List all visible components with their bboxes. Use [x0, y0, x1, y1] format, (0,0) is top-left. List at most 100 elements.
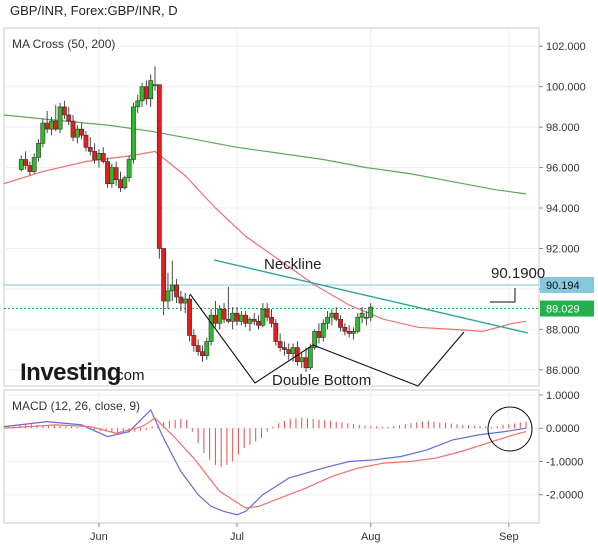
- candle-body-18: [96, 153, 102, 160]
- candle-body-54: [251, 318, 257, 322]
- candle-54: [251, 313, 257, 326]
- logo-main: Investing: [20, 359, 121, 386]
- candle-body-57: [264, 308, 270, 318]
- macd-highlight-circle: [487, 406, 533, 452]
- candle-73: [333, 307, 339, 322]
- candle-34: [165, 272, 171, 310]
- candle-33: [161, 248, 167, 316]
- candle-body-45: [213, 314, 218, 324]
- candle-body-15: [83, 134, 89, 148]
- candle-body-73: [333, 312, 339, 320]
- price-ytick-label-1: 100.000: [546, 82, 586, 94]
- candle-body-49: [230, 312, 236, 322]
- xtick-label-2: Aug: [361, 531, 381, 543]
- candle-body-56: [260, 308, 266, 326]
- candle-body-23: [118, 179, 123, 189]
- candle-body-10: [62, 106, 67, 116]
- candle-body-68: [312, 331, 318, 348]
- candle-body-72: [329, 312, 335, 318]
- ma-line-1: [3, 114, 527, 195]
- candle-body-61: [282, 347, 287, 350]
- candle-9: [57, 102, 63, 134]
- candle-body-26: [131, 106, 136, 160]
- candle-body-53: [247, 318, 253, 324]
- macd-line-0: [3, 408, 527, 516]
- candle-body-0: [18, 159, 24, 170]
- price-tag-box-0: [540, 276, 594, 293]
- candle-body-38: [182, 298, 188, 304]
- macd-y-axis: 1.0000 0.0000 -1.0000 -2.0000: [539, 390, 583, 502]
- candle-body-32: [156, 84, 162, 249]
- candle-body-8: [53, 120, 59, 130]
- candle-27: [135, 94, 141, 113]
- candle-body-37: [178, 296, 184, 304]
- candle-body-52: [243, 314, 249, 324]
- candle-body-36: [174, 284, 179, 298]
- price-tags: 90.194 89.029: [540, 276, 594, 317]
- candle-body-27: [135, 100, 141, 108]
- candle-body-43: [204, 341, 210, 356]
- investing-logo: Investing .com: [20, 359, 145, 386]
- candle-body-28: [139, 86, 145, 102]
- candle-body-2: [27, 165, 33, 172]
- price-y-axis: 102.000 100.000 98.000 96.000 94.000 92.000 90…: [539, 41, 586, 377]
- candle-body-44: [208, 314, 214, 342]
- candle-body-24: [122, 177, 128, 189]
- price-tag-box-1: [540, 300, 594, 317]
- candle-body-30: [148, 80, 154, 100]
- neckline-line: [213, 259, 529, 334]
- candle-26: [131, 102, 136, 164]
- macd-ytick-label-1: 0.0000: [546, 423, 580, 435]
- candle-body-71: [325, 316, 330, 324]
- candle-body-48: [225, 318, 231, 322]
- candle-body-20: [105, 161, 110, 185]
- moving-averages: [3, 114, 527, 333]
- xtick-label-1: Jul: [230, 531, 244, 543]
- candle-body-4: [36, 142, 41, 158]
- candle-body-9: [57, 106, 63, 130]
- candle-79: [359, 307, 365, 324]
- candle-body-21: [109, 167, 115, 185]
- candle-22: [113, 161, 119, 186]
- price-ytick-label-8: 86.000: [546, 365, 580, 377]
- price-ytick-label-4: 94.000: [546, 203, 580, 215]
- logo-suffix: .com: [112, 367, 145, 384]
- candle-body-63: [290, 347, 296, 354]
- price-tag-label-1: 89.029: [546, 304, 580, 316]
- candle-body-77: [351, 331, 356, 334]
- macd-ytick-label-2: -1.0000: [546, 456, 583, 468]
- chart-header-title: GBP/INR, Forex:GBP/INR, D: [10, 3, 178, 18]
- candle-body-13: [74, 128, 80, 138]
- candle-body-70: [320, 322, 326, 338]
- macd-pane-title: MACD (12, 26, close, 9): [12, 399, 140, 413]
- candle-body-47: [221, 308, 227, 320]
- price-pane: [3, 27, 540, 387]
- neckline-label: Neckline: [264, 256, 322, 273]
- candle-43: [204, 337, 210, 360]
- candle-body-74: [338, 318, 343, 328]
- double-bottom-shape: [189, 293, 465, 387]
- macd-lines: [3, 408, 527, 516]
- candle-body-50: [234, 312, 240, 322]
- candle-44: [208, 309, 214, 346]
- candle-32: [156, 84, 162, 259]
- candle-body-80: [364, 316, 369, 319]
- candle-20: [105, 157, 110, 188]
- candle-41: [195, 339, 201, 356]
- candle-body-6: [44, 122, 50, 130]
- price-level-lines: [4, 284, 539, 310]
- candle-25: [126, 155, 132, 182]
- candle-body-5: [40, 122, 46, 144]
- xtick-label-3: Sep: [499, 531, 519, 543]
- price-ytick-label-0: 102.000: [546, 41, 586, 53]
- candle-78: [355, 313, 361, 334]
- candle-body-76: [346, 331, 352, 334]
- level-callout-bracket: [490, 288, 516, 303]
- macd-histogram: [7, 417, 527, 467]
- candle-47: [221, 303, 227, 324]
- candle-body-81: [368, 306, 374, 318]
- candle-74: [338, 315, 343, 332]
- level-callout-label: 90.1900: [491, 265, 545, 282]
- candle-body-40: [191, 335, 197, 346]
